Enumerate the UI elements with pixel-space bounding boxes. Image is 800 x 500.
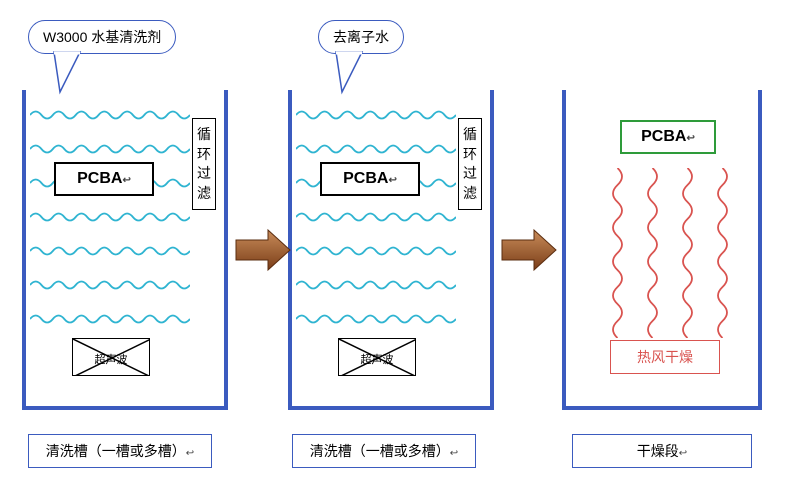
stage-wash-1: W3000 水基清洗剂 PCBA↩ 循环过滤 超声波 — [22, 10, 252, 430]
stage-wash-2: 去离子水 PCBA↩ 循环过滤 超声波 — [288, 10, 518, 430]
pcba-label: PCBA — [343, 170, 388, 187]
bubble-text-di: 去离子水 — [333, 29, 389, 45]
caption-text: 清洗槽（一槽或多槽） — [310, 443, 450, 459]
caption-text: 干燥段 — [637, 443, 679, 459]
cycle-text: 循环过滤 — [197, 126, 211, 201]
cycle-text: 循环过滤 — [463, 126, 477, 201]
speech-bubble-di-water: 去离子水 — [318, 20, 404, 54]
bubble-text-cleaner: W3000 水基清洗剂 — [43, 29, 161, 45]
cycle-filter-mid: 循环过滤 — [458, 118, 482, 210]
arrow-step-1 — [234, 226, 294, 274]
speech-bubble-cleaner: W3000 水基清洗剂 — [28, 20, 176, 54]
caption-text: 清洗槽（一槽或多槽） — [46, 443, 186, 459]
pcba-box-mid: PCBA↩ — [320, 162, 420, 196]
bubble-tail-mid — [330, 50, 370, 96]
arrow-step-2 — [500, 226, 560, 274]
caption-wash-2: 清洗槽（一槽或多槽）↩ — [292, 434, 476, 468]
pcba-box-left: PCBA↩ — [54, 162, 154, 196]
caption-dry: 干燥段↩ — [572, 434, 752, 468]
cycle-filter-left: 循环过滤 — [192, 118, 216, 210]
pcba-box-dry: PCBA↩ — [620, 120, 716, 154]
ultrasonic-label: 超声波 — [73, 351, 149, 367]
stage-dry: PCBA↩ 热风干燥 — [562, 10, 772, 430]
dryer-label: 热风干燥 — [637, 349, 693, 365]
ultrasonic-mid: 超声波 — [338, 338, 416, 376]
wave-water-mid — [296, 98, 456, 336]
pcba-label: PCBA — [77, 170, 122, 187]
ultrasonic-label: 超声波 — [339, 351, 415, 367]
pcba-label: PCBA — [641, 128, 686, 145]
heat-waves — [600, 168, 740, 338]
caption-wash-1: 清洗槽（一槽或多槽）↩ — [28, 434, 212, 468]
bubble-tail-left — [48, 50, 88, 96]
wave-water-left — [30, 98, 190, 336]
ultrasonic-left: 超声波 — [72, 338, 150, 376]
hot-air-dryer: 热风干燥 — [610, 340, 720, 374]
